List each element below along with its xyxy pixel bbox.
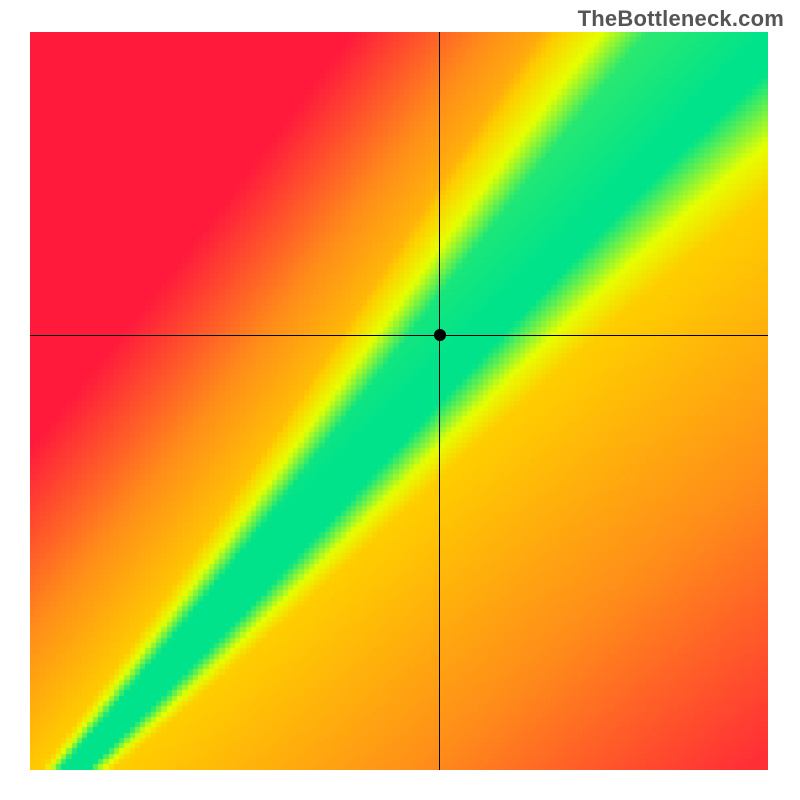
watermark-text: TheBottleneck.com xyxy=(578,6,784,32)
crosshair-vertical-line xyxy=(439,32,440,770)
crosshair-horizontal-line xyxy=(30,335,768,336)
crosshair-marker-dot xyxy=(434,329,446,341)
bottleneck-heatmap xyxy=(30,32,768,770)
